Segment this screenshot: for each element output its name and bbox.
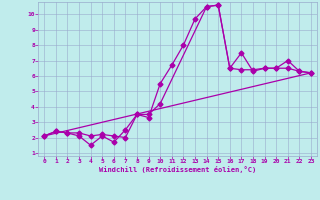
X-axis label: Windchill (Refroidissement éolien,°C): Windchill (Refroidissement éolien,°C) [99,166,256,173]
